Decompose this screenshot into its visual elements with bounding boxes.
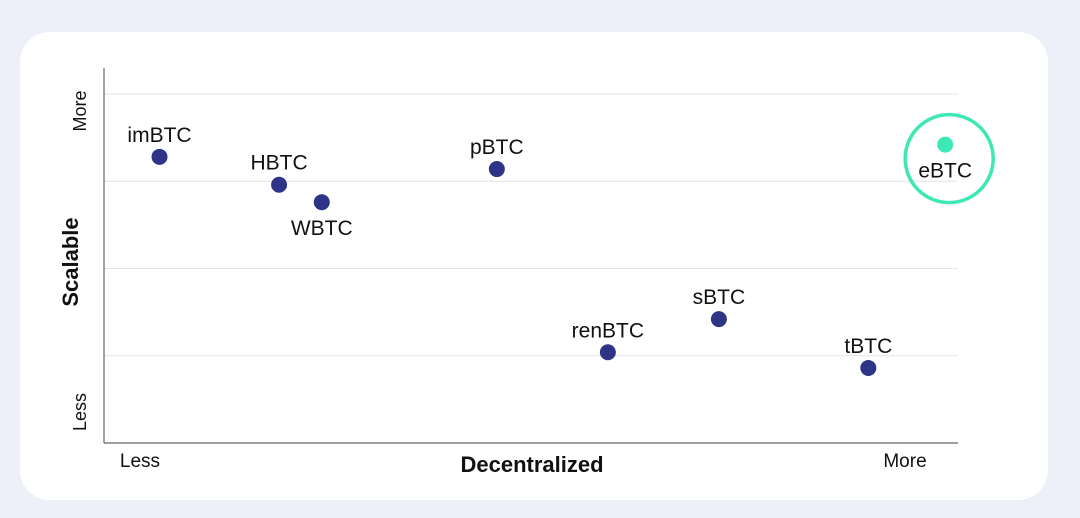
scatter-chart: Less More Decentralized Less More Scalab… xyxy=(58,68,995,477)
data-point-pbtc xyxy=(488,161,505,178)
y-tick-label-more: More xyxy=(70,90,90,131)
data-point-renbtc xyxy=(599,344,616,361)
data-label-hbtc: HBTC xyxy=(250,152,307,175)
y-tick-label-less: Less xyxy=(70,393,90,431)
data-point-imbtc xyxy=(151,148,168,165)
data-label-ebtc: eBTC xyxy=(918,160,972,183)
x-axis-label: Decentralized xyxy=(460,452,603,477)
y-axis-label: Scalable xyxy=(58,217,83,306)
data-point-sbtc xyxy=(710,311,727,328)
data-label-sbtc: sBTC xyxy=(693,286,746,309)
data-point-wbtc xyxy=(313,194,330,211)
data-label-imbtc: imBTC xyxy=(127,124,191,147)
data-label-tbtc: tBTC xyxy=(844,335,892,358)
data-point-hbtc xyxy=(271,176,288,193)
data-point-ebtc xyxy=(937,136,954,153)
x-tick-label-more: More xyxy=(883,451,926,472)
chart-card: Less More Decentralized Less More Scalab… xyxy=(20,32,1048,500)
data-label-wbtc: WBTC xyxy=(291,217,353,240)
data-points: imBTC HBTC WBTC pBTC renBTC sBTC tBTC eBTC xyxy=(127,112,995,376)
data-point-tbtc xyxy=(860,359,877,376)
data-label-pbtc: pBTC xyxy=(470,136,524,159)
data-label-renbtc: renBTC xyxy=(572,319,644,342)
highlight-ring-ebtc xyxy=(903,112,995,205)
x-tick-label-less: Less xyxy=(120,451,160,472)
grid-lines xyxy=(104,93,958,357)
